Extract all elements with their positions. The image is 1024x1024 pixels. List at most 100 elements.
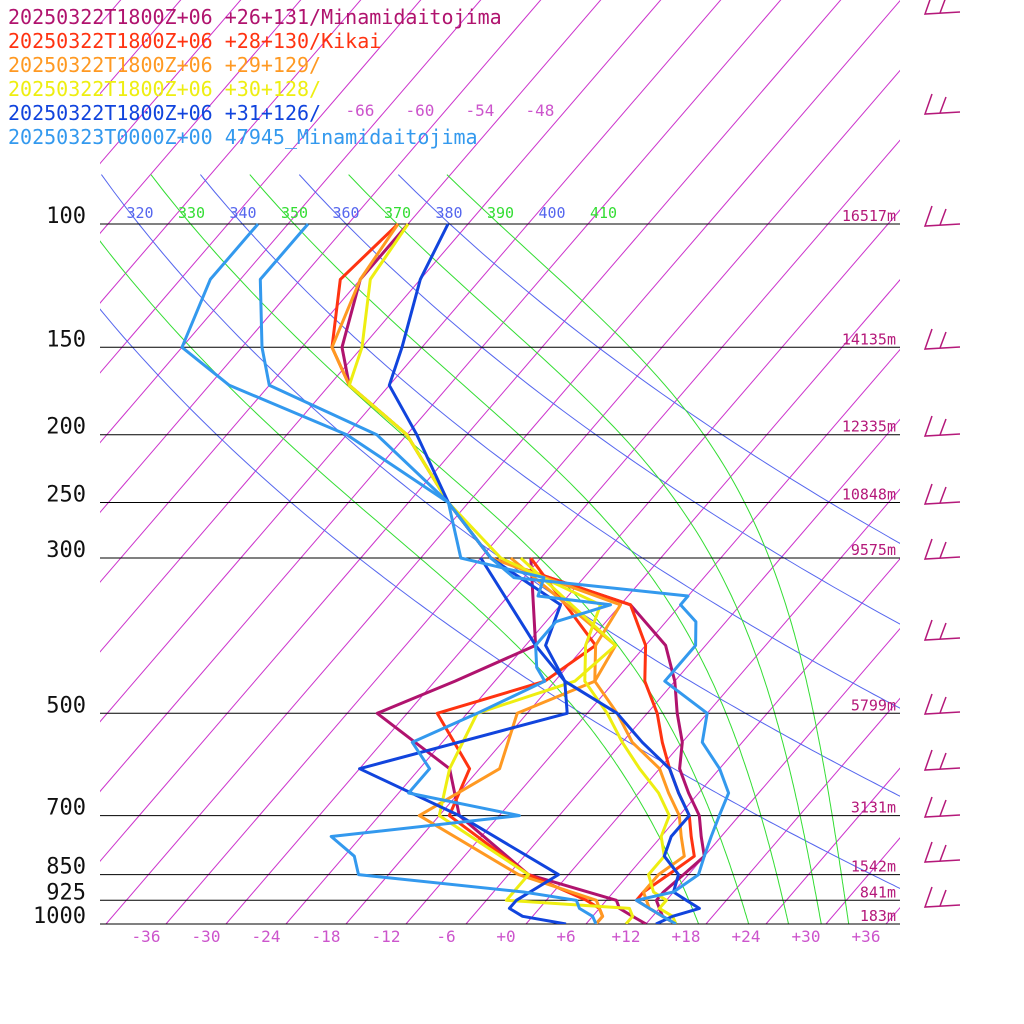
temperature-tick-label: -12: [372, 927, 401, 946]
temperature-tick-label: +24: [732, 927, 761, 946]
dry-adiabat-line: [298, 174, 900, 625]
wind-barb: [923, 0, 961, 15]
isotherm-line: [285, 209, 900, 924]
moist-adiabat-line: [150, 174, 750, 924]
temperature-tick-label: +36: [852, 927, 881, 946]
theta-label: 380: [435, 204, 462, 222]
temperature-tick-label: -36: [132, 927, 161, 946]
theta-label: 360: [332, 204, 359, 222]
pressure-label: 925: [46, 880, 86, 905]
isotherm-line: [465, 418, 900, 924]
isotherm-line: [100, 0, 662, 653]
dewpoint-profile-line: [417, 556, 618, 924]
dry-adiabat-line: [100, 174, 900, 797]
height-label: 14135m: [842, 330, 896, 348]
theta-label: 400: [538, 204, 565, 222]
isotherm-line: [100, 0, 362, 304]
pressure-label: 100: [46, 204, 86, 229]
height-label: 1542m: [851, 858, 896, 876]
isotherm-top-label: -54: [466, 101, 495, 120]
isotherm-line: [1006, 0, 1024, 924]
wind-barb: [923, 693, 961, 715]
isotherm-line: [100, 0, 482, 444]
isotherm-line: [405, 348, 900, 924]
wind-barb: [923, 619, 961, 641]
theta-label: 390: [487, 204, 514, 222]
height-label: 10848m: [842, 486, 896, 504]
isotherm-line: [345, 279, 900, 924]
pressure-label: 200: [46, 415, 86, 440]
isotherm-line: [525, 488, 900, 924]
theta-label: 410: [590, 204, 617, 222]
moist-adiabat-line: [446, 174, 850, 924]
height-label: 9575m: [851, 541, 896, 559]
isotherm-line: [765, 767, 900, 924]
isotherm-line: [100, 0, 782, 793]
pressure-label: 700: [46, 796, 86, 821]
moist-adiabat-line: [100, 240, 700, 924]
dewpoint-profile-line: [437, 556, 635, 924]
temperature-tick-label: +6: [556, 927, 575, 946]
legend-entry: 20250322T1800Z+06 +29+129/: [8, 53, 321, 77]
dewpoint-profile-line: [358, 557, 569, 924]
height-label: 841m: [860, 883, 896, 901]
legend-entry: 20250322T1800Z+06 +31+126/: [8, 101, 321, 125]
isotherm-line: [100, 0, 182, 95]
isotherm-top-label: -66: [346, 101, 375, 120]
wind-barb: [923, 841, 961, 863]
legend-entry: 20250322T1800Z+06 +26+131/Minamidaitojim…: [8, 5, 502, 29]
temperature-profile-line: [258, 223, 731, 924]
isotherm-line: [885, 906, 900, 924]
temperature-tick-label: +30: [792, 927, 821, 946]
isotherm-line: [100, 0, 422, 374]
dewpoint-profile-line: [180, 223, 612, 924]
pressure-label: 150: [46, 327, 86, 352]
theta-label: 330: [178, 204, 205, 222]
wind-barb: [923, 796, 961, 818]
legend-entry: 20250323T0000Z+00 47945_Minamidaitojima: [8, 125, 478, 149]
temperature-tick-label: +0: [496, 927, 515, 946]
temperature-tick-label: +18: [672, 927, 701, 946]
temperature-profile-line: [387, 223, 701, 924]
height-label: 5799m: [851, 696, 896, 714]
temperature-tick-label: -30: [192, 927, 221, 946]
isotherm-line: [100, 0, 542, 514]
isotherm-line: [585, 558, 900, 924]
wind-barb: [923, 538, 961, 560]
temperature-tick-label: -6: [436, 927, 455, 946]
height-label: 183m: [860, 907, 896, 925]
theta-label: 320: [126, 204, 153, 222]
moist-adiabat-line: [249, 174, 790, 924]
wind-barb: [923, 328, 961, 350]
sounding-profiles: [180, 222, 731, 924]
isotherm-line: [105, 0, 900, 924]
isotherm-top-label: -48: [526, 101, 555, 120]
isotherm-top-label: -60: [406, 101, 435, 120]
isotherm-line: [645, 627, 900, 924]
isotherm-line: [100, 0, 602, 583]
isotherm-line: [946, 0, 1024, 924]
isotherm-line: [705, 697, 900, 924]
isotherm-line: [825, 837, 900, 924]
isotherm-line: [165, 69, 900, 924]
pressure-label: 300: [46, 538, 86, 563]
temperature-tick-label: -24: [252, 927, 281, 946]
wind-barb: [923, 886, 961, 908]
legend-entry: 20250322T1800Z+06 +30+128/: [8, 77, 321, 101]
wind-barb: [923, 483, 961, 505]
isotherm-line: [100, 0, 842, 862]
temperature-tick-label: +12: [612, 927, 641, 946]
wind-barb: [923, 93, 961, 115]
dry-adiabat-line: [100, 308, 900, 890]
pressure-label: 850: [46, 855, 86, 880]
height-label: 12335m: [842, 418, 896, 436]
wind-barbs: [923, 0, 961, 908]
pressure-label: 250: [46, 483, 86, 508]
height-label: 16517m: [842, 207, 896, 225]
isotherm-line: [225, 139, 900, 924]
dry-adiabat-line: [200, 174, 900, 709]
pressure-label: 1000: [33, 904, 86, 929]
wind-barb: [923, 415, 961, 437]
